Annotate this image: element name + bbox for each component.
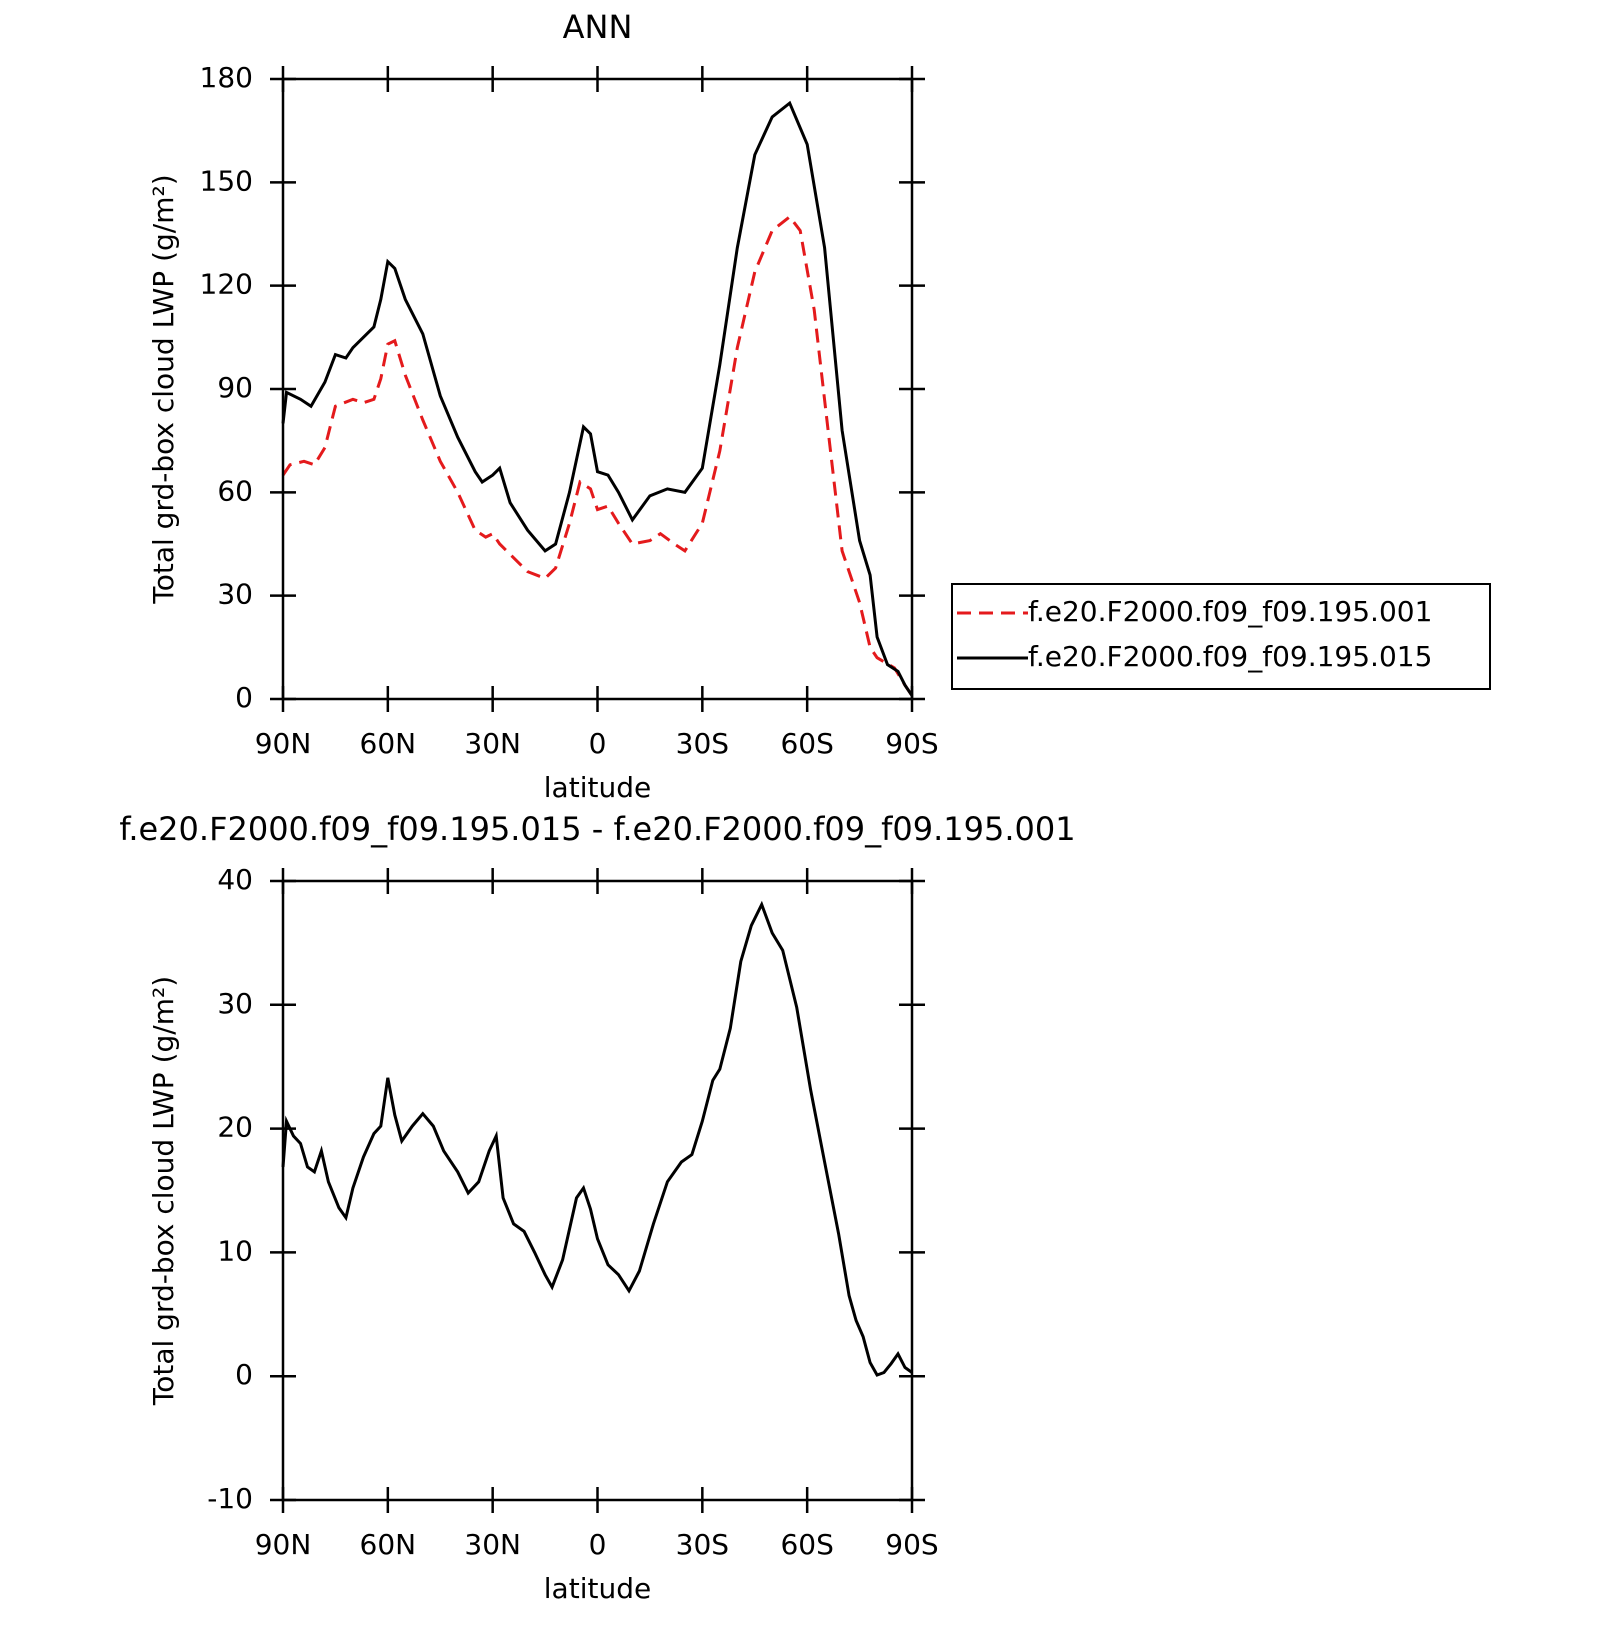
x-tick-label: 90S (885, 727, 938, 760)
chart-title: ANN (563, 8, 633, 46)
x-tick-label: 30S (676, 727, 729, 760)
legend-label: f.e20.F2000.f09_f09.195.001 (1028, 595, 1432, 628)
x-tick-label: 60N (360, 727, 417, 760)
y-axis-label: Total grd-box cloud LWP (g/m²) (147, 174, 180, 604)
x-tick-label: 30N (464, 1528, 521, 1561)
y-tick-label: 30 (217, 578, 253, 611)
y-axis-label: Total grd-box cloud LWP (g/m²) (147, 976, 180, 1406)
x-tick-label: 30S (676, 1528, 729, 1561)
x-axis-label: latitude (544, 771, 651, 804)
legend-box (951, 583, 1491, 690)
y-tick-label: 0 (235, 681, 253, 714)
x-tick-label: 90N (255, 1528, 312, 1561)
y-tick-label: 60 (217, 474, 253, 507)
y-tick-label: 180 (200, 61, 253, 94)
x-tick-label: 60N (360, 1528, 417, 1561)
y-tick-label: 90 (217, 371, 253, 404)
chart-title: f.e20.F2000.f09_f09.195.015 - f.e20.F200… (119, 810, 1075, 848)
x-tick-label: 90N (255, 727, 312, 760)
y-tick-label: 150 (200, 164, 253, 197)
x-tick-label: 0 (589, 727, 607, 760)
data-line (281, 900, 913, 1377)
legend-label: f.e20.F2000.f09_f09.195.015 (1028, 640, 1432, 673)
x-tick-label: 30N (464, 727, 521, 760)
x-tick-label: 60S (780, 1528, 833, 1561)
x-tick-label: 90S (885, 1528, 938, 1561)
data-line (281, 214, 914, 697)
plot-frame (281, 879, 914, 1502)
y-tick-label: 20 (217, 1111, 253, 1144)
y-tick-label: 0 (235, 1358, 253, 1391)
y-tick-label: 30 (217, 987, 253, 1020)
x-tick-label: 60S (780, 727, 833, 760)
y-tick-label: 120 (200, 268, 253, 301)
x-tick-label: 0 (589, 1528, 607, 1561)
data-line (281, 100, 914, 697)
plot-frame (281, 77, 914, 701)
y-tick-label: -10 (207, 1482, 253, 1515)
y-tick-label: 10 (217, 1234, 253, 1267)
y-tick-label: 40 (217, 863, 253, 896)
x-axis-label: latitude (544, 1572, 651, 1605)
